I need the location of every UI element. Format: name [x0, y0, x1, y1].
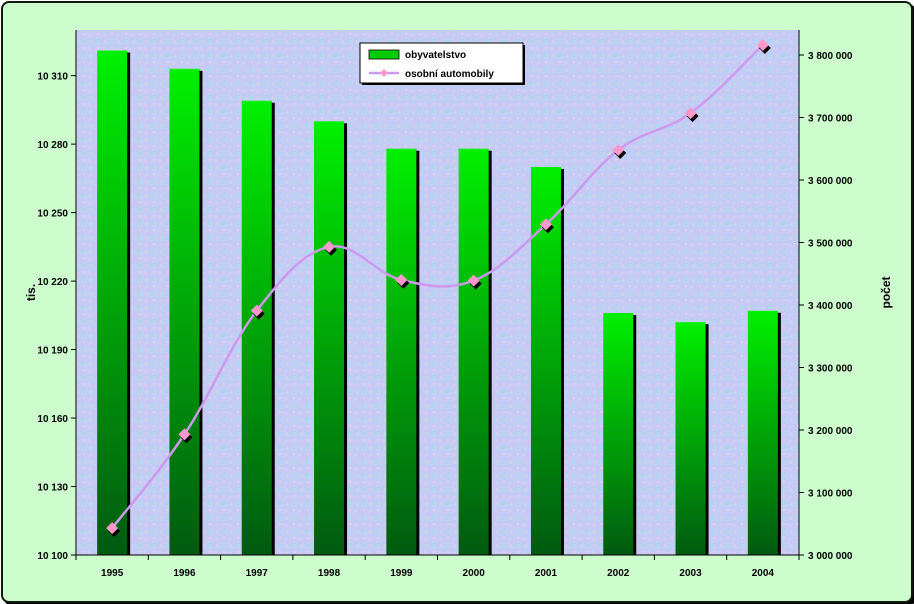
legend-label: obyvatelstvo	[405, 50, 466, 61]
left-tick-label: 10 100	[37, 551, 68, 562]
left-tick-label: 10 190	[37, 346, 68, 357]
right-tick-label: 3 700 000	[808, 114, 853, 125]
x-tick-label: 2002	[607, 568, 630, 579]
legend-swatch-marker	[380, 69, 388, 77]
legend-entry-obyvatelstvo: obyvatelstvo	[368, 49, 466, 61]
line-point-2000	[467, 274, 482, 290]
right-tick-label: 3 100 000	[808, 489, 853, 500]
line-point-1995	[106, 522, 121, 538]
line-point-2002	[612, 144, 627, 159]
left-tick-label: 10 130	[37, 483, 68, 494]
right-tick-label: 3 500 000	[808, 239, 853, 250]
right-tick-label: 3 300 000	[808, 364, 853, 375]
bar-2004	[747, 310, 781, 555]
right-axis-title: počet	[879, 276, 893, 308]
bar-1998	[314, 121, 348, 555]
bar-1997	[241, 100, 275, 556]
bar-2003	[675, 322, 709, 555]
right-tick-label: 3 000 000	[808, 551, 853, 562]
right-tick-label: 3 400 000	[808, 301, 853, 312]
bar-1996	[169, 68, 203, 555]
legend-label: osobní automobily	[405, 69, 494, 80]
line-series-osobni-automobily	[106, 39, 771, 538]
bar-1995	[97, 50, 131, 555]
line-point-2003	[684, 107, 699, 123]
left-axis-title: tis.	[24, 284, 38, 301]
x-tick-label: 1998	[318, 568, 341, 579]
x-tick-label: 2001	[535, 568, 558, 579]
x-tick-label: 2003	[679, 568, 702, 579]
bar-2001	[530, 166, 564, 555]
x-tick-label: 1999	[390, 568, 413, 579]
line-point-1998	[323, 240, 338, 256]
x-tick-label: 2004	[752, 568, 775, 579]
right-tick-label: 3 800 000	[808, 51, 853, 62]
legend-entry-osobni-automobily: osobní automobily	[369, 69, 494, 80]
left-tick-label: 10 160	[37, 414, 68, 425]
legend-swatch-bar	[368, 49, 400, 60]
left-tick-label: 10 220	[37, 277, 68, 288]
line-point-1997	[250, 304, 265, 320]
x-tick-label: 2000	[463, 568, 486, 579]
right-tick-label: 3 200 000	[808, 426, 853, 437]
combo-chart: 10 100 10 130 10 160 10 190 10 220 10 250 10 2…	[24, 30, 893, 579]
axes: 10 100 10 130 10 160 10 190 10 220 10 250 10 2…	[24, 30, 893, 579]
bar-2000	[458, 148, 492, 555]
bar-1999	[386, 148, 420, 555]
line-point-1996	[178, 428, 193, 444]
line-point-1999	[395, 274, 410, 289]
line-path	[111, 44, 764, 529]
bar-2002	[603, 313, 637, 555]
left-tick-label: 10 280	[37, 140, 68, 151]
x-tick-label: 1995	[101, 568, 124, 579]
left-tick-label: 10 310	[37, 72, 68, 83]
legend: obyvatelstvo osobní automobily	[359, 42, 525, 85]
x-tick-label: 1997	[246, 568, 269, 579]
x-tick-label: 1996	[173, 568, 196, 579]
right-tick-label: 3 600 000	[808, 176, 853, 187]
line-point-2004	[756, 39, 771, 54]
bar-series-obyvatelstvo	[97, 50, 781, 556]
line-point-2001	[539, 218, 554, 234]
left-tick-label: 10 250	[37, 209, 68, 220]
